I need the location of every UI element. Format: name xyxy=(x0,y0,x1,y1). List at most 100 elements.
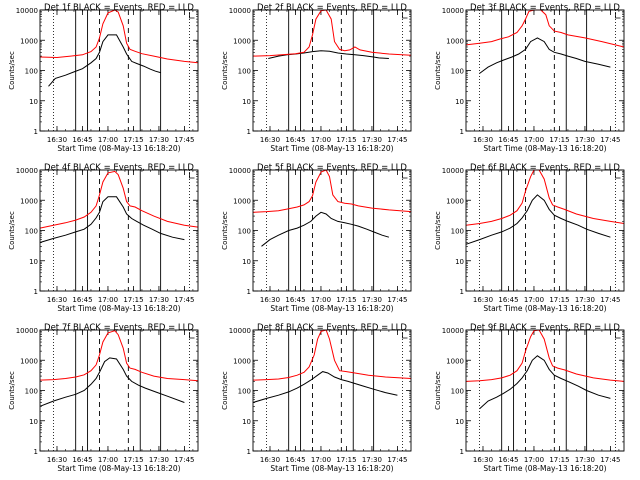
y-tick-label: 1 xyxy=(247,448,251,456)
panel-title: Det 6f BLACK = Events, RED = LLD xyxy=(470,163,620,173)
y-tick-label: 10 xyxy=(455,258,464,266)
y-tick-label: 100 xyxy=(25,68,38,76)
y-axis-label: Counts/sec xyxy=(221,51,229,90)
y-tick-label: 1000 xyxy=(20,357,38,365)
y-tick-label: 100 xyxy=(451,68,464,76)
interval-bracket xyxy=(189,172,195,179)
detector-panel: Det 7f BLACK = Events, RED = LLD 1 10 100 10… xyxy=(8,323,199,473)
panel-title: Det 9f BLACK = Events, RED = LLD xyxy=(470,323,620,333)
detector-panel: Det 5f BLACK = Events, RED = LLD 1 10 100 10… xyxy=(221,163,412,313)
panel-title: Det 7f BLACK = Events, RED = LLD xyxy=(44,323,194,333)
y-tick-label: 10000 xyxy=(229,167,251,175)
interval-bracket xyxy=(402,172,408,179)
x-tick-label: 16:45 xyxy=(72,456,92,464)
y-tick-label: 1 xyxy=(34,288,38,296)
x-axis-label: Start Time (08-May-13 16:18:20) xyxy=(57,464,180,473)
x-tick-label: 17:15 xyxy=(336,456,356,464)
detector-panel: Det 2f BLACK = Events, RED = LLD 1 10 100 10… xyxy=(221,3,412,153)
y-tick-label: 10000 xyxy=(229,327,251,335)
y-tick-label: 1000 xyxy=(446,357,464,365)
x-axis-label: Start Time (08-May-13 16:18:20) xyxy=(57,144,180,153)
lld-series-line xyxy=(252,169,412,213)
plot-frame xyxy=(252,329,412,452)
y-tick-label: 1000 xyxy=(446,197,464,205)
plot-frame xyxy=(39,9,199,132)
y-tick-label: 100 xyxy=(238,228,251,236)
x-tick-label: 17:00 xyxy=(524,456,544,464)
x-tick-label: 16:45 xyxy=(72,136,92,144)
x-tick-label: 17:30 xyxy=(149,136,169,144)
plot-frame xyxy=(252,9,412,132)
x-tick-label: 16:30 xyxy=(47,136,67,144)
panel-title: Det 5f BLACK = Events, RED = LLD xyxy=(257,163,407,173)
y-axis-label: Counts/sec xyxy=(434,51,442,90)
x-axis-label: Start Time (08-May-13 16:18:20) xyxy=(483,304,606,313)
detector-panel: Det 8f BLACK = Events, RED = LLD 1 10 100 10… xyxy=(221,323,412,473)
y-tick-label: 100 xyxy=(238,388,251,396)
x-axis-label: Start Time (08-May-13 16:18:20) xyxy=(270,304,393,313)
plot-frame xyxy=(39,169,199,292)
x-tick-label: 16:30 xyxy=(47,296,67,304)
y-tick-label: 1 xyxy=(34,128,38,136)
events-series-line xyxy=(48,34,161,87)
y-tick-label: 10000 xyxy=(16,327,38,335)
x-tick-label: 17:15 xyxy=(549,296,569,304)
y-tick-label: 100 xyxy=(451,228,464,236)
plot-frame xyxy=(39,329,199,452)
panel-title: Det 1f BLACK = Events, RED = LLD xyxy=(44,3,194,13)
interval-bracket xyxy=(615,332,621,339)
lld-series-line xyxy=(39,9,199,64)
interval-bracket xyxy=(189,12,195,19)
y-axis-label: Counts/sec xyxy=(434,371,442,410)
y-tick-label: 100 xyxy=(25,388,38,396)
interval-bracket xyxy=(615,172,621,179)
lld-series-line xyxy=(39,170,199,229)
y-tick-label: 1000 xyxy=(20,197,38,205)
x-tick-label: 17:00 xyxy=(98,136,118,144)
x-axis-label: Start Time (08-May-13 16:18:20) xyxy=(483,464,606,473)
events-series-line xyxy=(252,371,398,403)
x-tick-label: 17:45 xyxy=(600,136,620,144)
x-axis-label: Start Time (08-May-13 16:18:20) xyxy=(483,144,606,153)
x-tick-label: 17:15 xyxy=(123,296,143,304)
x-tick-label: 17:00 xyxy=(524,296,544,304)
lld-series-line xyxy=(39,330,199,382)
y-tick-label: 10 xyxy=(242,258,251,266)
lld-series-line xyxy=(252,9,412,57)
x-tick-label: 16:45 xyxy=(285,296,305,304)
x-tick-label: 16:30 xyxy=(260,136,280,144)
y-tick-label: 1 xyxy=(34,448,38,456)
events-series-line xyxy=(39,196,185,243)
panel-title: Det 2f BLACK = Events, RED = LLD xyxy=(257,3,407,13)
x-tick-label: 17:15 xyxy=(549,456,569,464)
panel-title: Det 8f BLACK = Events, RED = LLD xyxy=(257,323,407,333)
x-tick-label: 16:30 xyxy=(473,136,493,144)
x-tick-label: 17:30 xyxy=(149,296,169,304)
plot-frame xyxy=(252,169,412,292)
x-tick-label: 17:45 xyxy=(174,456,194,464)
y-tick-label: 1 xyxy=(460,128,464,136)
x-tick-label: 17:15 xyxy=(336,296,356,304)
x-tick-label: 16:45 xyxy=(498,456,518,464)
y-tick-label: 10 xyxy=(455,98,464,106)
y-tick-label: 10 xyxy=(29,418,38,426)
x-tick-label: 16:45 xyxy=(72,296,92,304)
x-tick-label: 16:45 xyxy=(285,136,305,144)
events-series-line xyxy=(39,357,185,407)
lld-series-line xyxy=(252,329,412,381)
x-tick-label: 16:45 xyxy=(498,136,518,144)
detector-panel: Det 3f BLACK = Events, RED = LLD 1 10 100 10… xyxy=(434,3,625,153)
x-tick-label: 16:30 xyxy=(473,456,493,464)
events-series-line xyxy=(261,211,390,247)
y-tick-label: 10000 xyxy=(442,7,464,15)
x-tick-label: 17:45 xyxy=(600,456,620,464)
x-tick-label: 17:00 xyxy=(524,136,544,144)
y-tick-label: 10000 xyxy=(16,167,38,175)
y-tick-label: 10000 xyxy=(442,327,464,335)
y-tick-label: 10 xyxy=(455,418,464,426)
plot-frame xyxy=(465,329,625,452)
y-tick-label: 1000 xyxy=(233,357,251,365)
x-tick-label: 17:15 xyxy=(336,136,356,144)
x-tick-label: 17:45 xyxy=(387,296,407,304)
x-tick-label: 17:00 xyxy=(311,296,331,304)
